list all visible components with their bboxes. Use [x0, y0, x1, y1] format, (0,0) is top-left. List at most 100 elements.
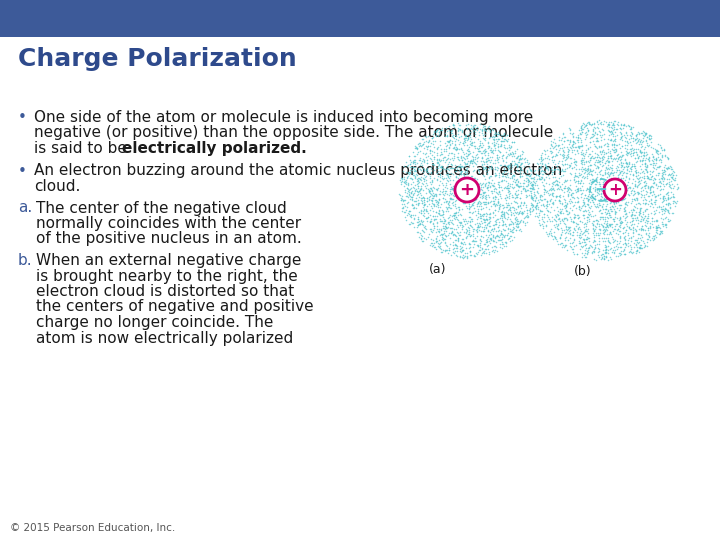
Point — [515, 172, 526, 180]
Point — [614, 187, 626, 195]
Point — [560, 154, 572, 163]
Point — [489, 128, 500, 137]
Point — [638, 127, 649, 136]
Point — [506, 180, 518, 188]
Point — [557, 209, 569, 218]
Point — [657, 192, 669, 200]
Point — [605, 135, 616, 144]
Point — [557, 160, 568, 168]
Point — [572, 173, 584, 182]
Point — [435, 177, 446, 185]
Point — [633, 208, 644, 217]
Point — [595, 192, 607, 200]
Point — [554, 205, 565, 214]
Point — [461, 188, 472, 197]
Point — [503, 194, 515, 202]
Point — [564, 137, 575, 145]
Point — [521, 171, 532, 180]
Point — [424, 178, 436, 186]
Point — [630, 135, 642, 144]
Point — [501, 131, 513, 140]
Point — [540, 200, 552, 209]
Point — [426, 194, 438, 202]
Point — [493, 173, 505, 182]
Point — [462, 140, 473, 149]
Point — [632, 154, 644, 163]
Point — [589, 167, 600, 176]
Point — [495, 228, 507, 237]
Point — [423, 187, 435, 196]
Point — [623, 135, 634, 144]
Point — [487, 146, 498, 155]
Point — [633, 219, 644, 227]
Point — [518, 184, 530, 192]
Point — [657, 195, 669, 204]
Point — [462, 125, 473, 134]
Point — [453, 202, 464, 211]
Point — [554, 207, 566, 216]
Point — [492, 199, 504, 207]
Point — [631, 204, 643, 213]
Point — [638, 148, 649, 157]
Point — [521, 171, 533, 179]
Point — [456, 238, 467, 246]
Point — [488, 138, 500, 146]
Point — [480, 157, 492, 166]
Point — [618, 163, 630, 172]
Point — [561, 160, 572, 168]
Point — [474, 226, 485, 234]
Point — [558, 160, 570, 169]
Point — [475, 217, 487, 226]
Point — [438, 234, 450, 243]
Point — [501, 171, 513, 180]
Point — [566, 141, 577, 150]
Point — [649, 198, 660, 206]
Point — [451, 215, 462, 224]
Point — [612, 171, 624, 179]
Point — [463, 185, 474, 194]
Point — [482, 166, 493, 174]
Point — [605, 222, 616, 231]
Point — [660, 220, 671, 229]
Point — [650, 171, 662, 179]
Point — [584, 134, 595, 143]
Point — [554, 191, 565, 199]
Point — [461, 166, 472, 174]
Point — [577, 201, 589, 210]
Point — [662, 215, 673, 224]
Point — [545, 228, 557, 237]
Point — [573, 233, 585, 241]
Point — [445, 126, 456, 135]
Point — [588, 119, 600, 128]
Point — [485, 226, 497, 235]
Point — [555, 185, 567, 193]
Point — [480, 215, 491, 224]
Point — [624, 147, 635, 156]
Point — [413, 207, 425, 216]
Point — [441, 223, 452, 232]
Point — [615, 125, 626, 133]
Point — [490, 231, 502, 240]
Point — [553, 142, 564, 151]
Point — [415, 209, 426, 218]
Point — [430, 128, 441, 137]
Point — [608, 248, 620, 256]
Point — [409, 163, 420, 171]
Point — [508, 193, 519, 201]
Point — [449, 131, 460, 139]
Point — [498, 225, 509, 233]
Point — [612, 225, 624, 234]
Point — [425, 149, 436, 158]
Point — [609, 224, 621, 233]
Point — [436, 150, 448, 159]
Point — [412, 175, 423, 184]
Point — [593, 153, 605, 162]
Point — [586, 190, 598, 199]
Point — [471, 227, 482, 235]
Point — [576, 230, 588, 238]
Point — [417, 217, 428, 225]
Point — [417, 231, 428, 240]
Point — [514, 172, 526, 181]
Point — [647, 157, 659, 165]
Point — [436, 230, 448, 239]
